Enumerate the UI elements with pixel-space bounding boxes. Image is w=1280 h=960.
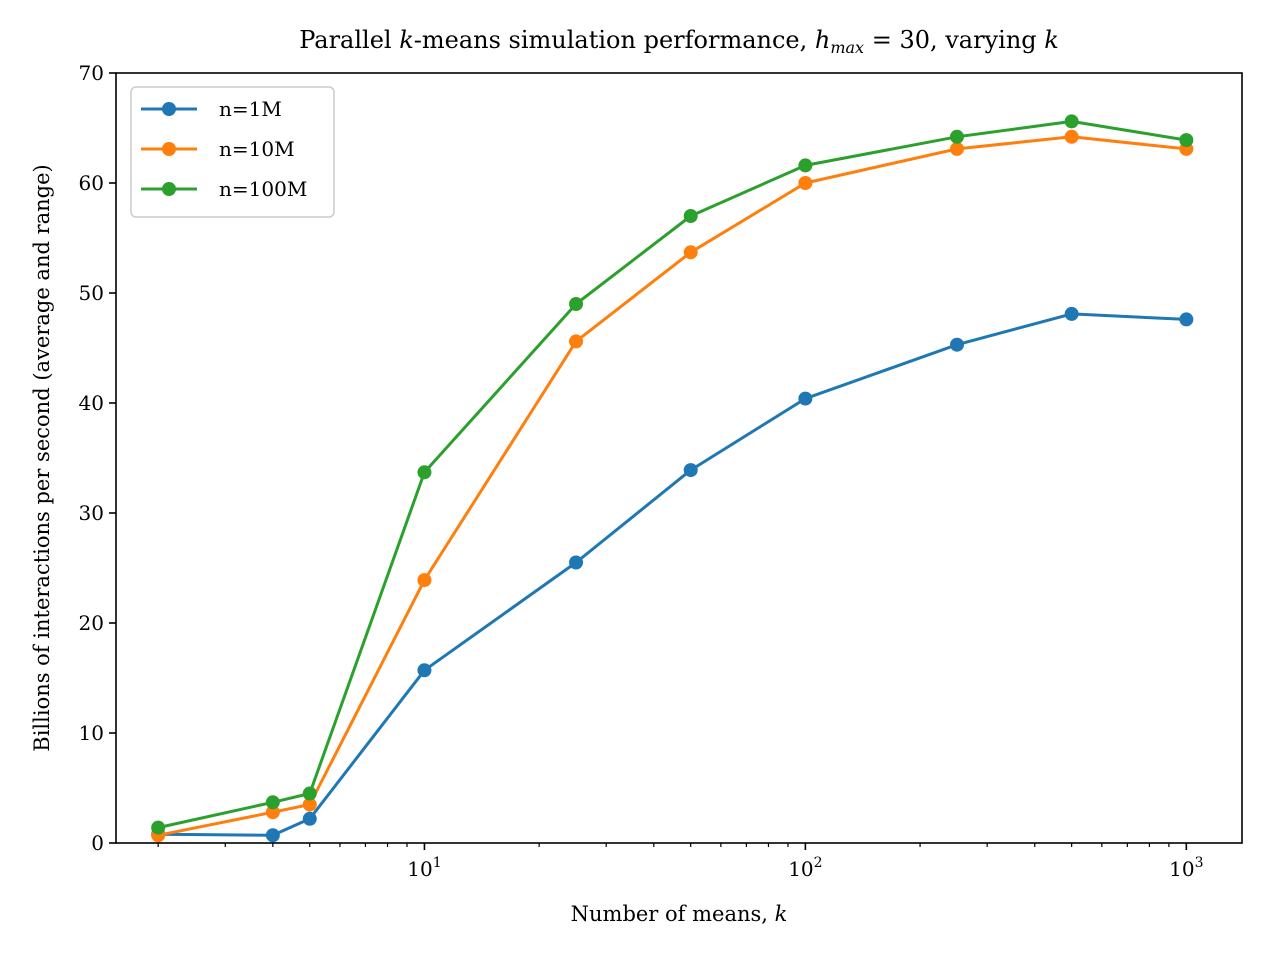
data-point [1064,129,1079,144]
y-tick-label: 0 [91,831,104,855]
data-point [798,176,813,190]
data-point [798,158,813,173]
legend-label: n=100M [219,177,307,201]
series-n-1m [151,306,1194,843]
x-tick-label: 102 [788,855,822,881]
legend-item: n=100M [141,177,307,201]
chart-title: Parallel k-means simulation performance,… [299,26,1059,57]
series-line [157,135,1187,837]
legend-label: n=10M [219,137,295,161]
data-point [569,297,584,311]
data-point [683,245,698,260]
data-point [302,797,317,812]
data-point [417,573,432,588]
data-point [1179,133,1194,148]
data-point [1064,114,1079,129]
data-point [683,463,698,478]
y-tick-label: 10 [79,721,104,745]
legend: n=1M n=10M n=100M [130,86,335,218]
title-middle: -means simulation performance, [414,26,815,54]
x-tick-base: 10 [788,857,813,881]
data-point [1064,306,1079,321]
legend-swatch-marker [162,182,176,196]
data-point [151,820,166,835]
title-h: h [815,26,830,54]
series-layer [151,114,1194,843]
data-point [265,805,280,820]
y-axis-label: Billions of interactions per second (ave… [30,164,54,751]
title-k2: k [1044,26,1059,54]
data-point [417,663,432,678]
x-axis-label-var: k [775,902,788,926]
x-tick-exponent: 2 [814,855,823,871]
data-point [1179,312,1194,327]
series-line [157,119,1187,830]
x-tick-label: 101 [407,855,441,881]
data-point [949,129,964,144]
x-tick-base: 10 [407,857,432,881]
x-tick-exponent: 3 [1195,855,1204,871]
title-equals-value: = 30, varying [864,26,1044,54]
y-tick-label: 20 [79,611,104,635]
data-point [949,337,964,352]
title-prefix: Parallel [299,26,399,54]
legend-label: n=1M [219,97,282,121]
series-n-100m [151,114,1194,835]
x-axis-label: Number of means, k [571,902,788,926]
legend-box [130,86,335,218]
data-point [569,334,584,349]
legend-swatch-marker [162,102,176,116]
x-tick-label: 103 [1169,855,1203,881]
data-point [302,786,317,801]
legend-swatch-marker [162,142,176,156]
series-n-10m [151,129,1194,843]
legend-item: n=10M [141,137,295,161]
x-tick-exponent: 1 [433,855,442,871]
y-tick-label: 50 [79,281,104,305]
legend-item: n=1M [141,97,282,121]
x-tick-base: 10 [1169,857,1194,881]
plot-frame [115,72,1243,844]
title-h-sub: max [830,38,864,57]
data-point [569,555,584,570]
y-tick-label: 40 [79,391,104,415]
data-point [417,465,432,480]
y-tick-label: 60 [79,171,104,195]
data-point [302,811,317,826]
data-point [265,828,280,843]
data-point [798,391,813,406]
data-point [949,141,964,156]
y-tick-label: 30 [79,501,104,525]
title-k1: k [399,26,414,54]
x-axis-label-text: Number of means, [571,902,775,926]
y-tick-label: 70 [79,61,104,85]
data-point [683,209,698,223]
data-point [265,795,280,810]
series-line [158,312,1187,837]
